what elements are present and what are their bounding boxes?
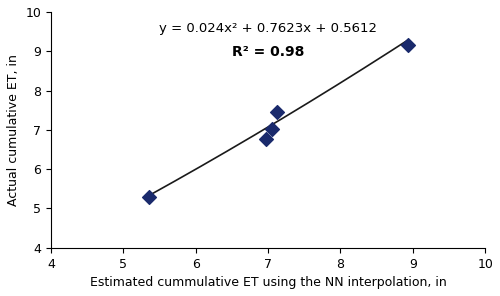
Text: R² = 0.98: R² = 0.98 — [232, 45, 304, 59]
Text: y = 0.024x² + 0.7623x + 0.5612: y = 0.024x² + 0.7623x + 0.5612 — [159, 22, 377, 35]
Point — [268, 127, 276, 131]
Point — [273, 110, 281, 115]
Point — [404, 43, 411, 48]
Point — [262, 136, 270, 141]
X-axis label: Estimated cummulative ET using the NN interpolation, in: Estimated cummulative ET using the NN in… — [90, 276, 446, 289]
Point — [145, 194, 153, 199]
Y-axis label: Actual cumulative ET, in: Actual cumulative ET, in — [7, 54, 20, 206]
